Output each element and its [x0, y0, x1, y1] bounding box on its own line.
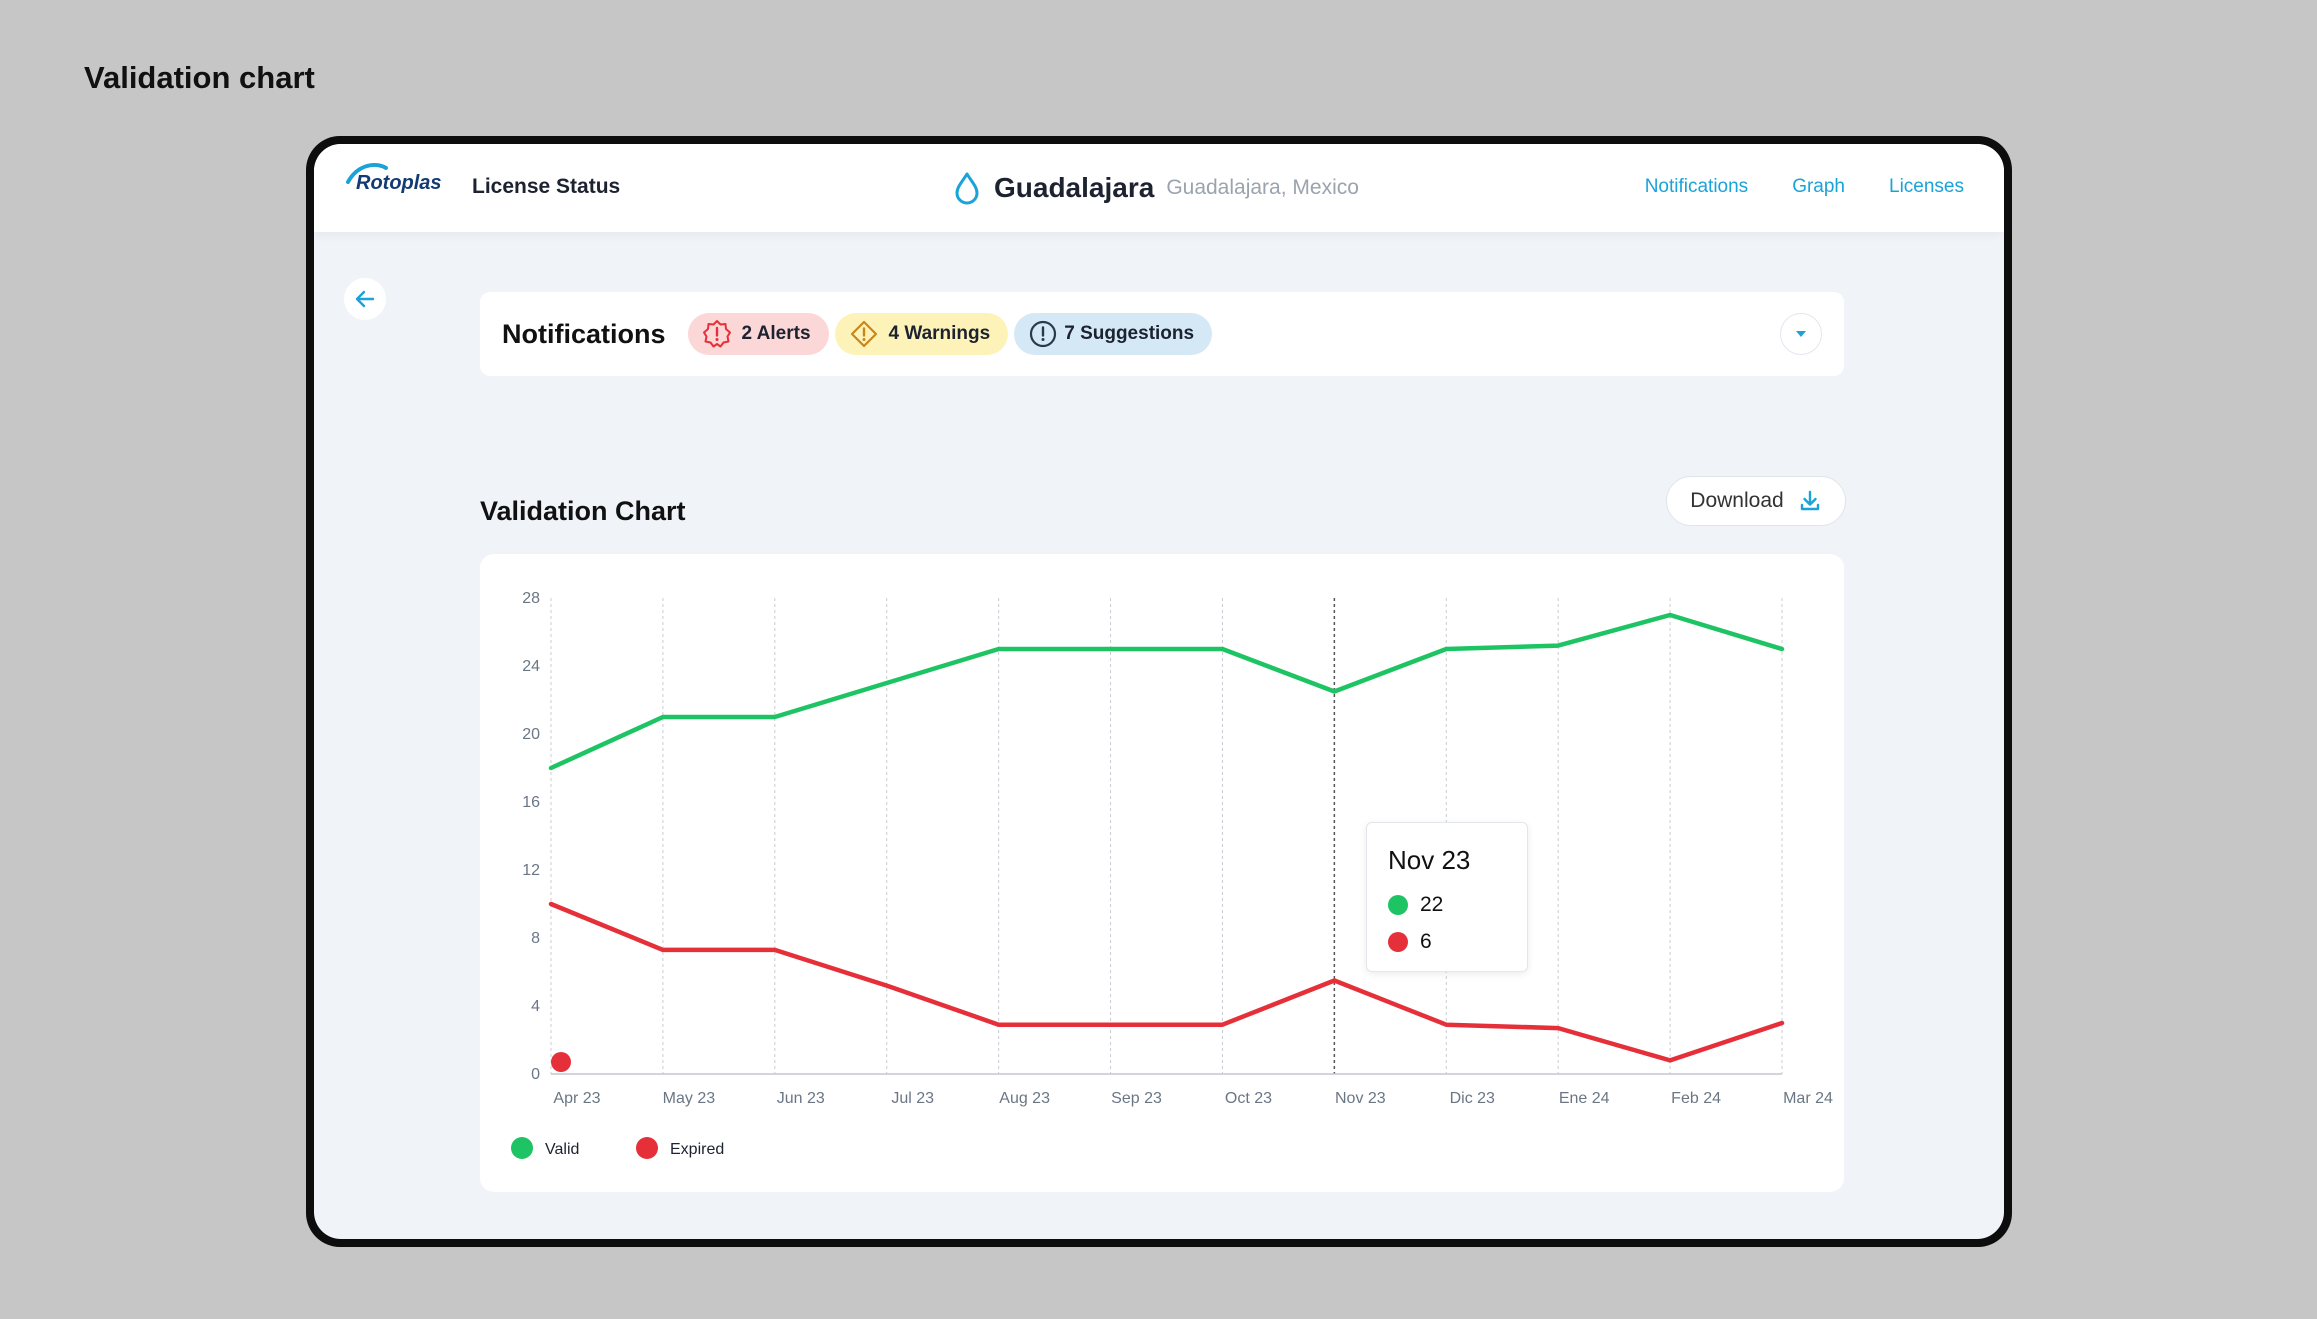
notifications-title: Notifications — [502, 318, 666, 349]
tooltip-valid-value: 22 — [1420, 892, 1444, 916]
caret-down-icon — [1796, 331, 1806, 337]
y-tick-label: 20 — [522, 726, 540, 743]
notifications-toggle-button[interactable] — [1780, 313, 1822, 355]
x-tick-label: Nov 23 — [1335, 1090, 1386, 1107]
y-tick-label: 28 — [522, 590, 540, 607]
x-tick-label: Oct 23 — [1225, 1090, 1272, 1107]
y-tick-label: 4 — [531, 998, 540, 1015]
logo-swoosh-icon — [346, 163, 388, 184]
y-tick-label: 24 — [522, 658, 540, 675]
canvas-title: Validation chart — [84, 60, 315, 95]
legend-label-expired: Expired — [670, 1141, 724, 1158]
chart-tooltip: Nov 23 22 6 — [1366, 822, 1528, 972]
device-frame: Rotoplas License Status Guadalajara Guad… — [306, 136, 2012, 1247]
tooltip-valid-dot — [1388, 894, 1408, 915]
series-marker-expired-start — [551, 1052, 571, 1072]
back-button[interactable] — [344, 278, 386, 320]
line-chart-svg: 0 4 8 12 16 20 24 28 Apr 23 May 23 Jun 23 Jul 23 Au… — [511, 590, 1833, 1159]
x-tick-label: May 23 — [663, 1090, 716, 1107]
rotoplas-logo[interactable]: Rotoplas — [346, 163, 442, 195]
x-tick-label: Jun 23 — [777, 1090, 825, 1107]
app-screen: Rotoplas License Status Guadalajara Guad… — [314, 144, 2004, 1239]
download-label: Download — [1690, 489, 1784, 512]
logo-text: Rotoplas — [356, 172, 442, 194]
tooltip-row-valid: 22 — [1388, 886, 1527, 923]
download-icon — [1800, 490, 1819, 511]
y-tick-label: 8 — [531, 930, 540, 947]
legend-dot-valid — [511, 1137, 533, 1159]
site-location: Guadalajara, Mexico — [1166, 176, 1359, 199]
x-tick-label: Dic 23 — [1450, 1090, 1495, 1107]
series-line-valid — [548, 612, 1785, 771]
warnings-label: 4 Warnings — [888, 323, 991, 344]
y-tick-label: 12 — [522, 862, 540, 879]
x-tick-label: Mar 24 — [1783, 1090, 1833, 1107]
validation-chart: 0 4 8 12 16 20 24 28 Apr 23 May 23 Jun 23 Jul 23 Au… — [480, 554, 1844, 1192]
alert-badge-icon — [702, 320, 731, 348]
tooltip-expired-dot — [1388, 931, 1408, 952]
suggestions-label: 7 Suggestions — [1064, 323, 1195, 344]
legend-label-valid: Valid — [545, 1141, 579, 1158]
nav-graph[interactable]: Graph — [1792, 176, 1845, 197]
download-button[interactable]: Download — [1666, 476, 1846, 526]
y-tick-label: 0 — [531, 1066, 540, 1083]
y-tick-label: 16 — [522, 794, 540, 811]
x-tick-label: Feb 24 — [1671, 1090, 1721, 1107]
nav-notifications[interactable]: Notifications — [1644, 176, 1749, 197]
water-drop-icon — [955, 172, 979, 205]
site-name: Guadalajara — [994, 172, 1155, 203]
notifications-panel: Notifications 2 Alerts 4 Warnings — [480, 292, 1844, 376]
nav-licenses[interactable]: Licenses — [1889, 176, 1964, 197]
x-tick-label: Sep 23 — [1111, 1090, 1162, 1107]
tooltip-expired-value: 6 — [1420, 929, 1432, 953]
site-selector[interactable]: Guadalajara Guadalajara, Mexico — [954, 168, 1359, 208]
x-tick-label: Ene 24 — [1559, 1090, 1610, 1107]
tooltip-row-expired: 6 — [1388, 923, 1527, 960]
arrow-left-icon — [355, 290, 375, 308]
alerts-label: 2 Alerts — [741, 323, 811, 344]
top-bar: Rotoplas License Status Guadalajara Guad… — [314, 144, 2004, 232]
legend-dot-expired — [636, 1137, 658, 1159]
alerts-badge[interactable]: 2 Alerts — [687, 313, 829, 355]
series-line-expired — [548, 901, 1785, 1063]
info-circle-icon — [1030, 320, 1057, 348]
warning-diamond-icon — [850, 320, 877, 348]
x-tick-label: Apr 23 — [553, 1090, 600, 1107]
top-nav: Notifications Graph Licenses — [1645, 176, 1964, 198]
chart-section-title: Validation Chart — [480, 496, 686, 526]
tooltip-title: Nov 23 — [1388, 845, 1471, 875]
x-tick-label: Aug 23 — [999, 1090, 1050, 1107]
warnings-badge[interactable]: 4 Warnings — [834, 313, 1009, 355]
app-title: License Status — [472, 175, 621, 198]
x-tick-label: Jul 23 — [891, 1090, 934, 1107]
suggestions-badge[interactable]: 7 Suggestions — [1014, 313, 1213, 355]
